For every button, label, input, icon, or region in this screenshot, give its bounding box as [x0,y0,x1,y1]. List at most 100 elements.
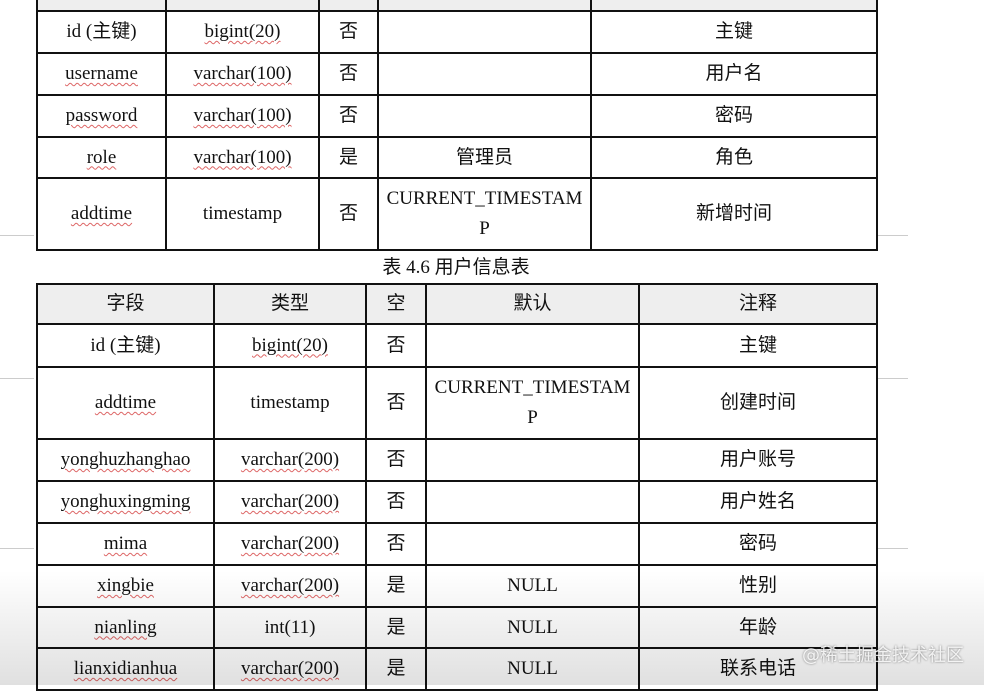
cell-text: 否 [386,449,406,470]
header-default: 默认 [425,283,640,325]
cell-comment: 年龄 [638,606,878,649]
cell-text: 用户名 [705,63,763,84]
cell-text: varchar(200) [240,491,340,512]
cell-comment: 创建时间 [638,366,878,440]
table-row: yonghuzhanghao varchar(200) 否 用户账号 [36,438,878,482]
cell-text: int(11) [264,616,316,638]
cell-text: 密码 [738,533,777,554]
cell-text: varchar(200) [240,575,340,596]
cell-text: 创建时间 [719,392,796,413]
cell-text: 主键 [714,21,753,42]
header-comment: 注释 [638,283,878,325]
cell-comment: 联系电话 [638,647,878,691]
cell-comment: 新增时间 [590,177,878,251]
cell-text: 用户姓名 [719,491,796,512]
cell-text: yonghuxingming [60,491,191,512]
header-field: 字段 [36,283,215,325]
table-row: id (主键) bigint(20) 否 主键 [36,10,878,54]
cell-default [377,94,592,138]
cell-type: bigint(20) [213,323,367,368]
cell-type: varchar(100) [165,52,320,96]
page-edge-mark [0,235,34,236]
cell-nullable: 是 [365,564,427,608]
cell-field: xingbie [36,564,215,608]
cell-text: 是 [338,146,358,168]
cell-comment: 主键 [638,323,878,368]
table-row: lianxidianhua varchar(200) 是 NULL 联系电话 [36,647,878,691]
table-row: username varchar(100) 否 用户名 [36,52,878,96]
header-null: 空 [365,283,427,325]
table-header-row: 字段 类型 空 默认 注释 [36,283,878,325]
cell-text: 性别 [738,575,777,596]
table-row: addtime timestamp 否 CURRENT_TIMESTAMP 新增时间 [36,177,878,251]
cell-comment: 用户名 [590,52,878,96]
cell-text: 否 [386,334,406,356]
cell-default [425,323,640,368]
cell-default: 管理员 [377,136,592,179]
cell-nullable: 否 [318,52,379,96]
cell-text: yonghuzhanghao [60,449,191,470]
cell-default: NULL [425,647,640,691]
cell-default: NULL [425,606,640,649]
cell-text: addtime [70,203,133,224]
page-edge-mark [0,378,34,379]
cell-text: 密码 [714,105,753,126]
cell-text: 否 [338,105,358,126]
cell-text: id (主键) [90,334,161,356]
cell-text: 联系电话 [719,658,796,679]
cell-nullable: 否 [365,438,427,482]
cell-field: lianxidianhua [36,647,215,691]
cell-text: 年龄 [738,616,777,638]
cell-field: id (主键) [36,10,167,54]
cell-text: NULL [507,616,558,638]
cell-text: 否 [338,203,358,224]
page-edge-mark [878,378,908,379]
cell-text: 否 [338,63,358,84]
cell-default [425,522,640,566]
cell-text: 新增时间 [695,203,772,224]
cell-text: nianling [94,616,157,638]
cell-text: CURRENT_TIMESTAMP [386,188,583,239]
table-row: role varchar(100) 是 管理员 角色 [36,136,878,179]
cell-nullable: 否 [365,480,427,524]
watermark: @稀土掘金技术社区 [802,645,964,666]
cell-text: role [86,146,117,168]
cell-type: varchar(200) [213,522,367,566]
cell-type: varchar(200) [213,480,367,524]
cell-text: 主键 [738,334,777,356]
cell-type: bigint(20) [165,10,320,54]
cell-text: CURRENT_TIMESTAMP [434,377,631,428]
cell-field: username [36,52,167,96]
cell-text: mima [103,533,148,554]
cell-nullable: 是 [365,647,427,691]
table-caption: 表 4.6 用户信息表 [382,257,530,278]
table-header-row [36,0,878,12]
cell-text: varchar(200) [240,533,340,554]
cell-text: 用户账号 [719,449,796,470]
cell-default [425,438,640,482]
table-row: password varchar(100) 否 密码 [36,94,878,138]
cell-text: username [65,63,138,84]
header-type: 类型 [213,283,367,325]
cell-nullable: 是 [365,606,427,649]
cell-text: varchar(200) [240,449,340,470]
cell-field: password [36,94,167,138]
cell-text: 是 [386,658,406,679]
cell-field: id (主键) [36,323,215,368]
page-edge-mark [0,548,34,549]
table-row: xingbie varchar(200) 是 NULL 性别 [36,564,878,608]
cell-default: NULL [425,564,640,608]
cell-type: varchar(100) [165,94,320,138]
cell-type: varchar(200) [213,564,367,608]
cell-text: varchar(100) [193,63,292,84]
cell-field: yonghuzhanghao [36,438,215,482]
cell-text: 是 [386,616,406,638]
cell-comment: 主键 [590,10,878,54]
cell-text: 角色 [714,146,753,168]
cell-comment: 用户姓名 [638,480,878,524]
cell-text: 否 [338,21,358,42]
cell-text: 否 [386,533,406,554]
table-row: mima varchar(200) 否 密码 [36,522,878,566]
cell-default [377,52,592,96]
cell-comment: 密码 [638,522,878,566]
